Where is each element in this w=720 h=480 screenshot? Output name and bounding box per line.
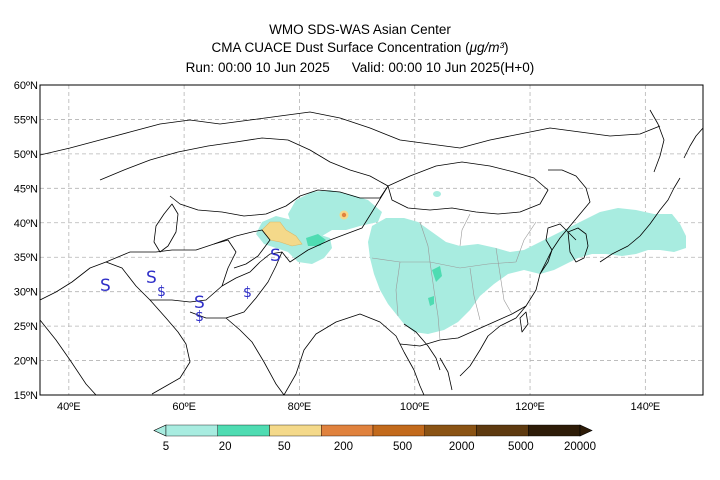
colorbar-swatch bbox=[424, 424, 477, 437]
map-title: WMO SDS-WAS Asian Center bbox=[269, 22, 451, 37]
longitude-label: 40ºE bbox=[57, 401, 81, 413]
colorbar-label: 20000 bbox=[564, 441, 596, 453]
colorbar-swatch bbox=[165, 424, 218, 437]
border-china bbox=[281, 169, 591, 347]
colorbar-high-arrow bbox=[579, 424, 593, 437]
border-russia bbox=[40, 111, 661, 156]
colorbar-swatch bbox=[217, 424, 270, 437]
border-afghanistan bbox=[213, 229, 271, 269]
colorbar-label: 20 bbox=[219, 441, 232, 453]
station-markers: S S $ S $ $ S bbox=[100, 246, 281, 325]
colorbar-label: 5000 bbox=[508, 441, 534, 453]
province-borders bbox=[371, 213, 537, 341]
border-iran bbox=[105, 239, 237, 303]
latitude-label: 55ºN bbox=[14, 114, 38, 126]
borders bbox=[40, 109, 703, 395]
border-myanmar bbox=[403, 323, 441, 371]
colorbar-swatch bbox=[321, 424, 374, 437]
latitude-label: 60ºN bbox=[14, 80, 38, 92]
island-taiwan bbox=[519, 311, 529, 333]
colorbar-label: 2000 bbox=[449, 441, 475, 453]
station-marker: $ bbox=[157, 284, 166, 300]
colorbar-label: 200 bbox=[334, 441, 353, 453]
coastline-caspian bbox=[153, 203, 179, 253]
dust-core-china-1 bbox=[432, 266, 442, 282]
latitude-label: 15ºN bbox=[14, 390, 38, 402]
longitude-label: 80ºE bbox=[288, 401, 312, 413]
colorbar-swatch bbox=[372, 424, 425, 437]
coastline-china-east bbox=[459, 223, 577, 377]
colorbar-label: 5 bbox=[163, 441, 169, 453]
dust-peak-pamir bbox=[261, 221, 303, 247]
dust-plume-tarim bbox=[288, 190, 382, 240]
colorbar-swatch bbox=[269, 424, 322, 437]
colorbar: 5 20 50 200 500 2000 5000 20000 bbox=[153, 424, 596, 453]
latitude-label: 40ºN bbox=[14, 218, 38, 230]
station-marker: $ bbox=[195, 309, 204, 325]
dust-core-pamir bbox=[306, 234, 326, 246]
colorbar-swatch bbox=[528, 424, 581, 437]
station-marker: S bbox=[270, 246, 281, 266]
map-frame bbox=[39, 84, 704, 396]
colorbar-label: 500 bbox=[393, 441, 412, 453]
longitude-label: 60ºE bbox=[172, 401, 196, 413]
longitude-label: 120ºE bbox=[515, 401, 545, 413]
latitude-label: 30ºN bbox=[14, 287, 38, 299]
dust-core-china-2 bbox=[428, 296, 434, 306]
latitude-label: 35ºN bbox=[14, 252, 38, 264]
latitude-label: 25ºN bbox=[14, 321, 38, 333]
coastline-se-asia bbox=[403, 351, 453, 395]
dust-plume-china bbox=[368, 208, 686, 334]
longitude-labels: 40ºE 60ºE 80ºE 100ºE 120ºE 140ºE bbox=[57, 401, 660, 413]
coastline-japan bbox=[599, 127, 703, 263]
station-marker: S bbox=[100, 276, 111, 296]
coastline-red-sea bbox=[40, 319, 97, 395]
latitude-label: 50ºN bbox=[14, 149, 38, 161]
colorbar-label: 50 bbox=[278, 441, 291, 453]
station-marker: S bbox=[146, 268, 157, 288]
coastline-india bbox=[225, 313, 405, 395]
latitude-label: 20ºN bbox=[14, 356, 38, 368]
colorbar-low-arrow bbox=[153, 424, 167, 437]
map-subtitle: CMA CUACE Dust Surface Concentration (μg… bbox=[211, 40, 509, 55]
coastline-korea bbox=[567, 227, 589, 263]
colorbar-swatch bbox=[476, 424, 529, 437]
latitude-labels: 60ºN 55ºN 50ºN 45ºN 40ºN 35ºN 30ºN 25ºN 20ºN 15ºN bbox=[14, 80, 38, 402]
latitude-label: 45ºN bbox=[14, 183, 38, 195]
station-marker: S bbox=[194, 293, 205, 313]
coastline-sakhalin bbox=[649, 109, 665, 173]
valid-time: Valid: 00:00 10 Jun 2025(H+0) bbox=[351, 60, 535, 75]
run-time: Run: 00:00 10 Jun 2025 bbox=[185, 60, 330, 75]
dust-plumes bbox=[256, 190, 686, 334]
dust-patch-mongolia bbox=[433, 191, 441, 197]
longitude-label: 140ºE bbox=[630, 401, 660, 413]
run-valid-line: Run: 00:00 10 Jun 2025 Valid: 00:00 10 Ju… bbox=[0, 59, 720, 77]
longitude-label: 100ºE bbox=[400, 401, 430, 413]
station-marker: $ bbox=[243, 285, 252, 301]
border-mongolia bbox=[387, 161, 549, 215]
